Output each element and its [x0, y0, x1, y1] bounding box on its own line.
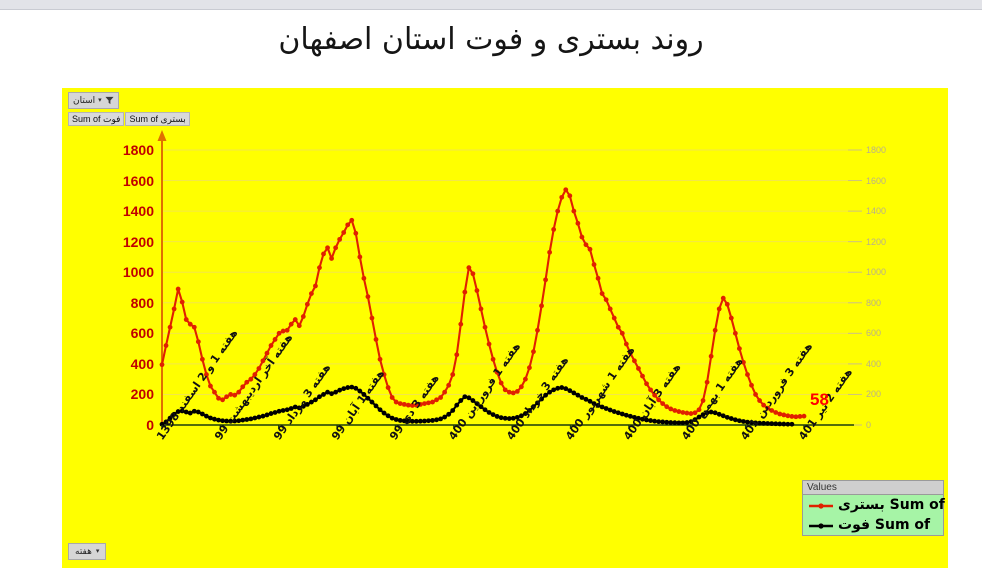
right-axis-tick: 1000 [866, 267, 887, 278]
left-axis-tick: 200 [130, 386, 154, 403]
chevron-down-icon-week: ▾ [95, 548, 100, 555]
left-axis-tick: 1000 [122, 264, 154, 281]
right-axis-tick: 1600 [866, 175, 887, 186]
end-label-hospitalized: 58 [810, 390, 829, 410]
window-top-bar [0, 0, 982, 10]
page-title: روند بستری و فوت استان اصفهان [278, 22, 704, 57]
left-axis-tick: 400 [130, 355, 154, 372]
legend-header: Values [803, 481, 943, 495]
right-axis-tick: 1200 [866, 236, 887, 247]
right-axis-tick: 200 [866, 389, 882, 400]
legend-item-hospitalized[interactable]: Sum of بستری [803, 495, 945, 515]
legend-item-deaths[interactable]: Sum of فوت [803, 515, 943, 535]
field-chip-deaths[interactable]: Sum of فوت [68, 112, 125, 126]
right-axis-tick: 1400 [866, 206, 887, 217]
plot-svg [157, 130, 862, 429]
plot-area: 0 200 400 600 800 1000 1200 1400 1600 1800 0 200 40… [62, 88, 948, 568]
field-chip-hospitalized[interactable]: Sum of بستری [125, 112, 190, 126]
week-filter-label: هفته [75, 546, 92, 556]
left-axis-tick: 1200 [122, 233, 154, 250]
left-axis-tick: 1600 [122, 172, 154, 189]
right-axis-tick: 1800 [866, 145, 887, 155]
week-filter-button[interactable]: ▾ هفته [68, 543, 107, 560]
province-filter-button[interactable]: ▾ استان [68, 92, 119, 109]
legend: Values Sum of بستری Sum of فوت [802, 480, 945, 536]
right-axis-tick: 0 [866, 420, 872, 430]
left-axis-tick: 600 [130, 325, 154, 342]
province-filter-label: استان [73, 95, 96, 105]
left-axis-tick: 1400 [122, 203, 154, 220]
legend-label-hospitalized: Sum of بستری [838, 497, 945, 513]
right-axis-tick: 400 [866, 358, 882, 369]
right-axis-tick: 800 [866, 297, 882, 308]
left-axis-tick: 800 [130, 294, 154, 311]
legend-swatch-hospitalized [808, 500, 834, 510]
right-axis-tick: 600 [866, 328, 882, 339]
chart-panel: ▾ استان Sum of فوت Sum of بستری 0 200 400 6… [62, 88, 948, 568]
left-axis-tick: 0 [146, 417, 154, 433]
funnel-icon [105, 96, 114, 105]
left-axis-tick: 1800 [122, 142, 154, 158]
legend-label-deaths: Sum of فوت [838, 517, 931, 533]
legend-swatch-deaths [808, 520, 834, 530]
chevron-down-icon: ▾ [98, 97, 102, 104]
field-chips-row: Sum of فوت Sum of بستری [68, 112, 190, 126]
